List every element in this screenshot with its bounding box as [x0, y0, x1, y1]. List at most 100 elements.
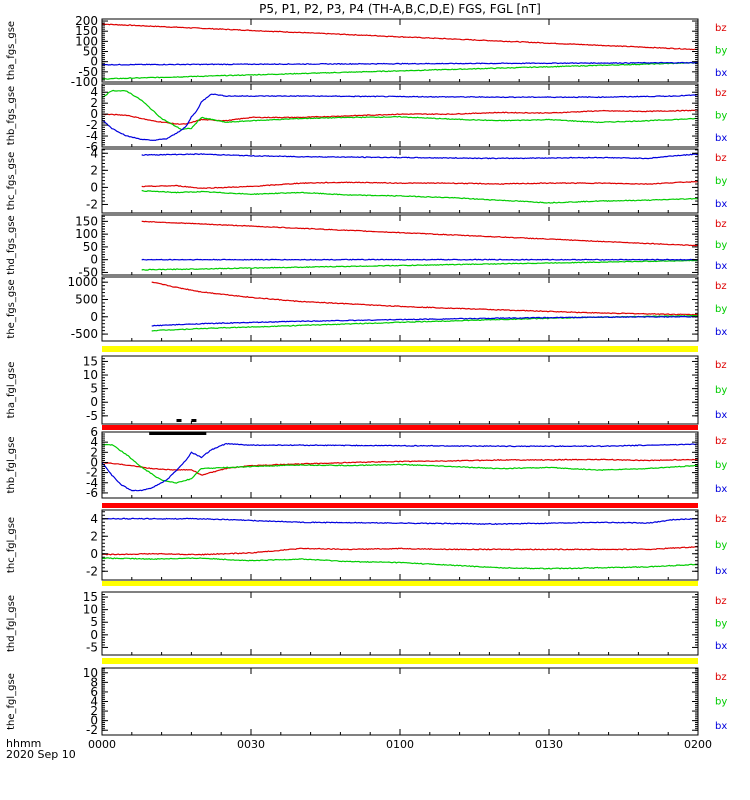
y-axis-label: thb_fgl_gse [6, 437, 17, 494]
y-tick-label: 4 [90, 85, 98, 99]
series-line-bz [102, 23, 698, 51]
y-tick-label: -2 [86, 197, 98, 211]
y-tick-label: -2 [86, 723, 98, 737]
y-tick-label: 200 [75, 14, 98, 28]
y-axis-label: thc_fgl_gse [6, 517, 17, 573]
traces [102, 89, 698, 142]
panel-frame [101, 83, 699, 148]
traces [141, 220, 698, 271]
marker-bar [149, 432, 207, 435]
panel-frame [101, 667, 699, 736]
legend-by: by [715, 176, 727, 187]
series-line-by [141, 259, 698, 271]
series-line-bz [141, 220, 698, 247]
y-tick-label: 15 [83, 590, 98, 604]
y-tick-label: -2 [86, 564, 98, 578]
series-line-bz [102, 545, 698, 556]
series-line-bx [151, 315, 698, 327]
panel-thc-fgl-gse: -2 0 2 4 thc_fgl_gse bz by bx [6, 509, 727, 586]
y-axis-label: thb_fgs_gse [6, 86, 17, 145]
series-line-bx [102, 61, 698, 66]
y-tick-label: 0 [90, 107, 98, 121]
legend-bx: bx [715, 410, 727, 421]
series-line-by [102, 61, 698, 80]
series-line-bx [102, 93, 698, 142]
traces [151, 281, 698, 332]
y-tick-label: -4 [86, 129, 98, 143]
y-tick-label: 6 [90, 425, 98, 439]
y-tick-label: 0 [90, 455, 98, 469]
legend-bz: bz [715, 514, 727, 525]
y-tick-label: 1000 [67, 275, 98, 289]
panel-thc-fgs-gse: -2 0 2 4 thc_fgs_gse bz by bx [6, 146, 727, 214]
legend-by: by [715, 460, 727, 471]
y-tick-label: -50 [78, 265, 98, 279]
y-tick-label: -4 [86, 476, 98, 490]
y-tick-label: 4 [90, 512, 98, 526]
y-tick-label: 0 [90, 547, 98, 561]
y-tick-label: 0 [90, 253, 98, 267]
traces [102, 23, 698, 80]
series-line-bx [141, 153, 698, 160]
status-bar [102, 425, 698, 430]
panel-frame [101, 276, 699, 342]
y-tick-label: -100 [71, 75, 98, 89]
y-tick-label: 0 [90, 310, 98, 324]
y-tick-label: 4 [90, 695, 98, 709]
y-tick-label: 50 [83, 45, 98, 59]
y-tick-label: 2 [90, 704, 98, 718]
y-tick-label: 4 [90, 435, 98, 449]
y-tick-label: 2 [90, 529, 98, 543]
y-tick-label: 0 [90, 55, 98, 69]
y-tick-label: 10 [83, 666, 98, 680]
y-tick-label: -50 [78, 65, 98, 79]
legend-bx: bx [715, 199, 727, 210]
legend-by: by [715, 111, 727, 122]
y-tick-label: 0 [90, 180, 98, 194]
legend-bx: bx [715, 327, 727, 338]
data-gap-marker [149, 419, 207, 435]
series-line-bx [141, 258, 698, 261]
y-axis-label: the_fgs_gse [6, 279, 17, 338]
status-bar [102, 581, 698, 586]
x-tick-label: 0100 [386, 738, 414, 751]
y-tick-label: 0 [90, 395, 98, 409]
y-tick-label: 5 [90, 615, 98, 629]
legend-bx: bx [715, 484, 727, 495]
legend-bz: bz [715, 153, 727, 164]
y-tick-label: 0 [90, 714, 98, 728]
y-tick-label: 5 [90, 382, 98, 396]
legend-by: by [715, 619, 727, 630]
series-line-bx [102, 442, 698, 492]
y-axis-label: thc_fgs_gse [6, 152, 17, 211]
y-tick-label: 100 [75, 34, 98, 48]
legend-by: by [715, 540, 727, 551]
legend-bz: bz [715, 219, 727, 230]
x-tick-label: 0130 [535, 738, 563, 751]
series-line-by [102, 557, 698, 570]
y-tick-label: -2 [86, 118, 98, 132]
marker-dot [191, 419, 197, 422]
y-tick-label: -2 [86, 466, 98, 480]
series-line-by [141, 189, 698, 204]
y-tick-label: 150 [75, 214, 98, 228]
y-axis-label: the_fgl_gse [6, 673, 17, 730]
y-axis-label: thd_fgs_gse [6, 215, 17, 274]
y-axis-label: thd_fgl_gse [6, 595, 17, 652]
legend-bx: bx [715, 133, 727, 144]
y-tick-label: 500 [75, 292, 98, 306]
legend-by: by [715, 385, 727, 396]
legend-bz: bz [715, 596, 727, 607]
time-unit-label: hhmm [6, 737, 41, 750]
y-tick-label: 100 [75, 227, 98, 241]
series-line-by [102, 443, 698, 484]
y-axis-label: tha_fgs_gse [6, 21, 17, 80]
x-tick-label: 0000 [88, 738, 116, 751]
